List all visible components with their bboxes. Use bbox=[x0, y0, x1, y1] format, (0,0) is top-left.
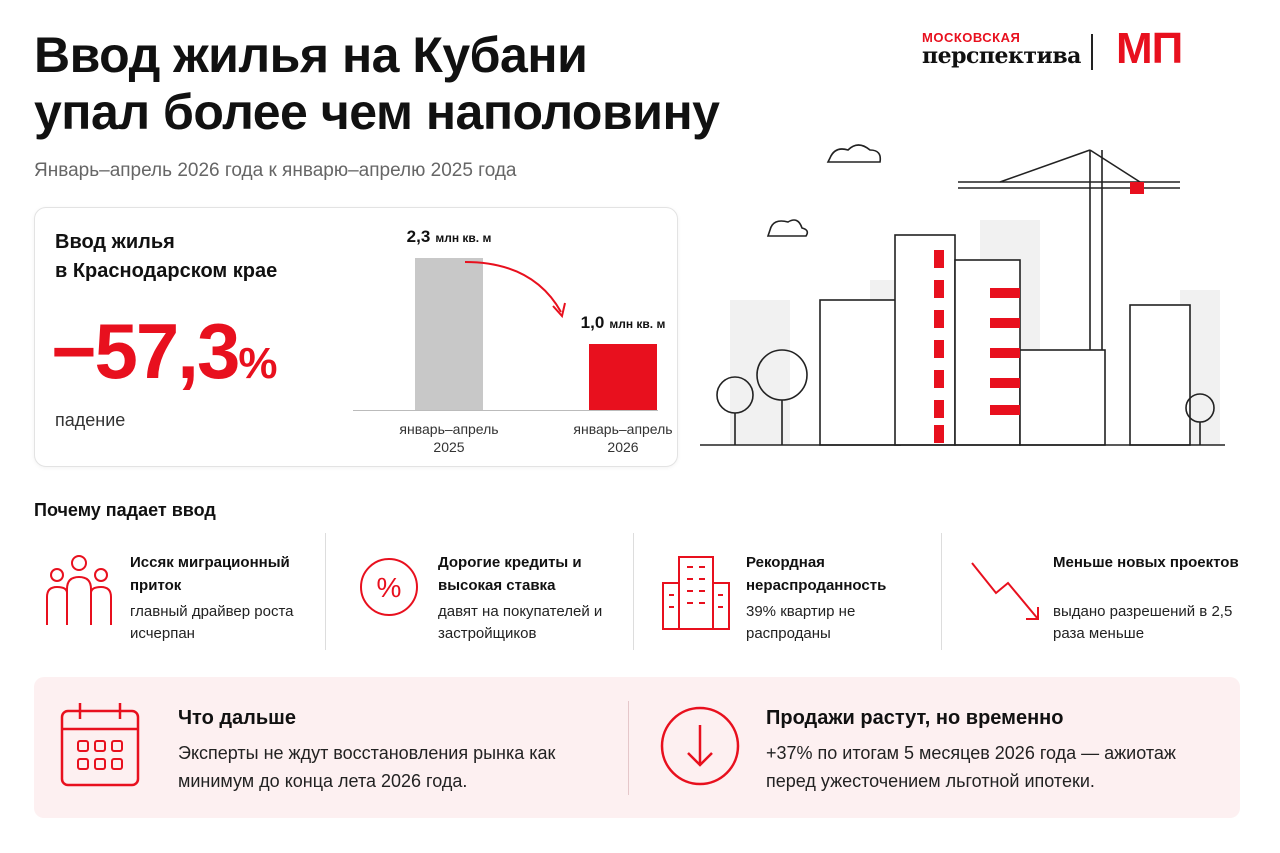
value-unit: млн кв. м bbox=[609, 316, 666, 331]
logo-mark: МП bbox=[1116, 24, 1183, 73]
subtitle: Январь–апрель 2026 года к январю–апрелю … bbox=[34, 160, 517, 181]
separator bbox=[325, 533, 326, 650]
separator bbox=[633, 533, 634, 650]
people-icon bbox=[46, 555, 112, 625]
building-icon bbox=[662, 556, 730, 630]
change-unit: % bbox=[238, 339, 278, 388]
change-value: −57,3 bbox=[51, 307, 240, 395]
bar-chart: 2,3 млн кв. м январь–апрель 2025 1,0 млн кв.… bbox=[353, 227, 673, 455]
category-label: январь–апрель 2025 bbox=[399, 421, 499, 455]
logo-bottom: перспектива bbox=[922, 43, 1081, 69]
reason: Иссяк миграционный приток главный драйве… bbox=[35, 545, 325, 655]
value-label: 1,0 млн кв. м bbox=[543, 313, 703, 333]
decline-icon bbox=[971, 562, 1039, 620]
logo: МОСКОВСКАЯ перспектива bbox=[922, 30, 1081, 69]
value-number: 1,0 bbox=[580, 312, 605, 332]
panel-divider bbox=[628, 701, 629, 795]
category-label: январь–апрель 2026 bbox=[573, 421, 673, 455]
svg-text:%: % bbox=[377, 572, 402, 603]
reason-heading: Дорогие кредиты и высокая ставка bbox=[438, 554, 582, 594]
reason: Меньше новых проектов выдано разрешений … bbox=[958, 545, 1248, 655]
reason-text: главный драйвер роста исчерпан bbox=[130, 603, 294, 642]
outlook-heading: Продажи растут, но временно bbox=[766, 707, 1064, 729]
outlook-text: Эксперты не ждут восстановления рынка ка… bbox=[178, 743, 556, 791]
separator bbox=[941, 533, 942, 650]
reason-text: давят на покупателей и застройщиков bbox=[438, 603, 603, 642]
title: Ввод жилья на Кубани упал более чем напо… bbox=[34, 27, 720, 141]
outlook-text: +37% по итогам 5 месяцев 2026 года — ажи… bbox=[766, 743, 1176, 791]
value-number: 2,3 bbox=[406, 227, 431, 246]
bar bbox=[589, 343, 657, 410]
outlook-heading: Что дальше bbox=[178, 707, 296, 729]
change-caption: падение bbox=[55, 410, 126, 430]
reason-heading: Меньше новых проектов bbox=[1053, 554, 1239, 571]
summary-heading: Ввод жилья в Краснодарском крае bbox=[55, 228, 277, 286]
calendar-icon bbox=[60, 703, 140, 787]
reason-text: 39% квартир не распроданы bbox=[746, 603, 856, 642]
reason-heading: Иссяк миграционный приток bbox=[130, 554, 290, 594]
percent-icon: % bbox=[360, 558, 418, 616]
reason-text: выдано разрешений в 2,5 раза меньше bbox=[1053, 603, 1233, 642]
title-line: Ввод жилья на Кубани bbox=[34, 27, 588, 83]
summary-card: Ввод жилья в Краснодарском крае −57,3% п… bbox=[34, 207, 678, 467]
bar bbox=[415, 258, 483, 410]
reason: Рекордная нераспроданность 39% квартир н… bbox=[651, 545, 941, 655]
trend-arrow bbox=[464, 261, 566, 319]
reasons-title: Почему падает ввод bbox=[34, 500, 216, 520]
reason-heading: Рекордная нераспроданность bbox=[746, 554, 887, 594]
illustration bbox=[700, 144, 1225, 446]
logo-top: МОСКОВСКАЯ bbox=[922, 30, 1021, 45]
logo-divider bbox=[1091, 34, 1093, 70]
heading-line: в Краснодарском крае bbox=[55, 260, 278, 282]
outlook-panel: Что дальше Эксперты не ждут восстановлен… bbox=[34, 677, 1240, 818]
change: −57,3% bbox=[51, 306, 278, 397]
heading-line: Ввод жилья bbox=[55, 231, 175, 253]
value-unit: млн кв. м bbox=[435, 231, 492, 245]
value-label: 2,3 млн кв. м bbox=[369, 227, 529, 247]
down-icon bbox=[660, 706, 740, 786]
title-line: упал более чем наполовину bbox=[34, 84, 720, 140]
reason: % Дорогие кредиты и высокая ставка давят… bbox=[343, 545, 633, 655]
